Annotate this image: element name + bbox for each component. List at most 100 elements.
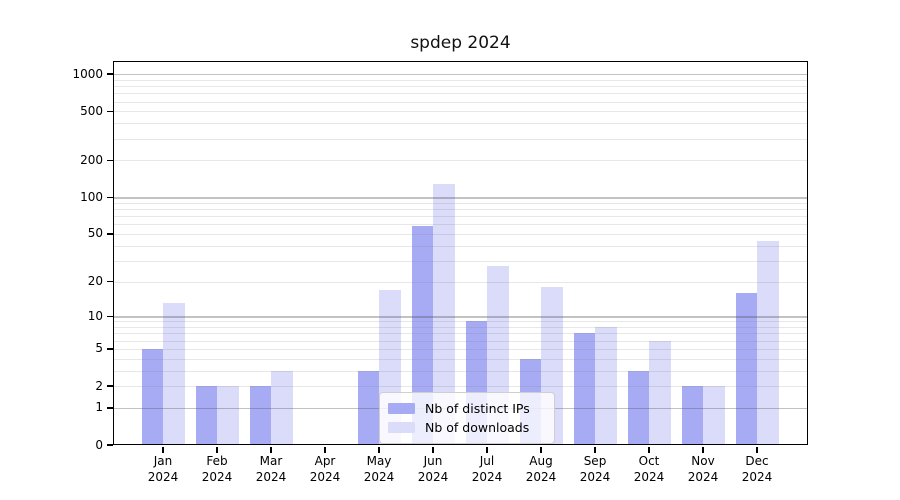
- x-tick-aug: [540, 446, 542, 453]
- x-tick-label-jan: Jan 2024: [147, 454, 179, 484]
- y-tick-label-0: 0: [95, 437, 103, 452]
- y-tick-label-200: 200: [80, 152, 103, 167]
- y-tick-1000: [107, 73, 113, 75]
- bar-jan-downloads: [163, 303, 185, 445]
- y-tick-20: [107, 280, 113, 283]
- gridline-minor-50: [113, 233, 808, 235]
- bar-feb-ips: [195, 386, 217, 445]
- gridline-minor-700: [113, 93, 808, 95]
- gridline-minor-90: [113, 202, 808, 204]
- x-tick-apr: [324, 446, 326, 453]
- y-tick-label-1: 1: [95, 400, 103, 415]
- gridline-major-10: [113, 316, 808, 318]
- x-tick-jun: [432, 446, 434, 453]
- y-tick-label-500: 500: [80, 103, 103, 118]
- y-tick-label-1000: 1000: [72, 66, 103, 81]
- gridline-minor-600: [113, 101, 808, 103]
- y-tick-500: [107, 110, 113, 113]
- gridline-minor-30: [113, 260, 808, 262]
- legend-label-downloads: Nb of downloads: [425, 420, 530, 435]
- bar-may-ips: [357, 370, 379, 445]
- y-tick-1: [107, 407, 113, 409]
- x-tick-jan: [162, 446, 164, 453]
- legend-label-ips: Nb of distinct IPs: [425, 401, 530, 416]
- gridline-minor-60: [113, 224, 808, 226]
- gridline-minor-3: [113, 370, 808, 372]
- bar-dec-downloads: [757, 240, 779, 445]
- x-tick-label-feb: Feb 2024: [201, 454, 233, 484]
- legend-swatch-ips: [388, 403, 415, 414]
- x-tick-label-jul: Jul 2024: [471, 454, 503, 484]
- gridline-minor-4: [113, 358, 808, 360]
- bar-feb-downloads: [217, 386, 239, 445]
- x-tick-nov: [702, 446, 704, 453]
- bar-mar-downloads: [271, 370, 293, 445]
- gridline-minor-2: [113, 386, 808, 388]
- bar-sep-ips: [573, 333, 595, 445]
- legend-entry-downloads: Nb of downloads: [388, 418, 546, 437]
- x-tick-label-apr: Apr 2024: [309, 454, 341, 484]
- gridline-minor-500: [113, 111, 808, 113]
- y-tick-200: [107, 159, 113, 162]
- x-tick-dec: [756, 446, 758, 453]
- y-tick-50: [107, 233, 113, 235]
- bar-mar-ips: [249, 386, 271, 445]
- gridline-minor-9: [113, 321, 808, 323]
- bar-oct-ips: [627, 370, 649, 445]
- bar-nov-ips: [681, 386, 703, 445]
- gridline-minor-900: [113, 79, 808, 81]
- x-tick-label-may: May 2024: [363, 454, 395, 484]
- y-tick-label-2: 2: [95, 378, 103, 393]
- bar-nov-downloads: [703, 386, 725, 445]
- x-tick-feb: [216, 446, 218, 453]
- gridline-minor-200: [113, 160, 808, 162]
- x-tick-oct: [648, 446, 650, 453]
- legend-entry-ips: Nb of distinct IPs: [388, 399, 546, 418]
- chart-title: spdep 2024: [410, 33, 511, 53]
- y-tick-label-10: 10: [87, 308, 103, 323]
- gridline-minor-40: [113, 245, 808, 247]
- gridline-minor-7: [113, 333, 808, 335]
- gridline-minor-80: [113, 209, 808, 211]
- y-tick-label-5: 5: [95, 341, 103, 356]
- y-tick-label-100: 100: [80, 189, 103, 204]
- x-tick-label-aug: Aug 2024: [525, 454, 557, 484]
- gridline-major-1000: [113, 73, 808, 76]
- y-tick-2: [107, 385, 113, 387]
- x-tick-label-mar: Mar 2024: [255, 454, 287, 484]
- gridline-major-100: [113, 197, 808, 199]
- gridline-minor-8: [113, 327, 808, 329]
- x-tick-label-oct: Oct 2024: [633, 454, 665, 484]
- y-tick-label-20: 20: [87, 274, 103, 289]
- y-tick-0: [107, 444, 113, 446]
- x-tick-label-jun: Jun 2024: [417, 454, 449, 484]
- bar-jun-downloads: [433, 184, 455, 445]
- bar-jan-ips: [141, 348, 163, 445]
- plot-area: Nb of distinct IPs Nb of downloads: [113, 61, 808, 445]
- y-tick-10: [107, 315, 113, 318]
- y-tick-100: [107, 196, 113, 199]
- y-tick-label-50: 50: [87, 226, 103, 241]
- x-tick-label-nov: Nov 2024: [687, 454, 719, 484]
- gridline-minor-400: [113, 123, 808, 125]
- gridline-minor-300: [113, 138, 808, 140]
- x-tick-jul: [486, 446, 488, 453]
- x-tick-may: [378, 446, 380, 453]
- x-tick-label-dec: Dec 2024: [741, 454, 773, 484]
- y-tick-5: [107, 348, 113, 350]
- x-tick-mar: [270, 446, 272, 453]
- bar-sep-downloads: [595, 327, 617, 445]
- legend-swatch-downloads: [388, 422, 415, 433]
- bar-jun-ips: [411, 226, 433, 445]
- gridline-minor-20: [113, 281, 808, 283]
- gridline-minor-5: [113, 348, 808, 350]
- legend: Nb of distinct IPs Nb of downloads: [379, 392, 555, 444]
- gridline-minor-6: [113, 340, 808, 342]
- gridline-minor-800: [113, 86, 808, 88]
- x-tick-sep: [594, 446, 596, 453]
- bar-dec-ips: [735, 292, 757, 445]
- x-tick-label-sep: Sep 2024: [579, 454, 611, 484]
- bar-oct-downloads: [649, 340, 671, 445]
- gridline-minor-70: [113, 216, 808, 218]
